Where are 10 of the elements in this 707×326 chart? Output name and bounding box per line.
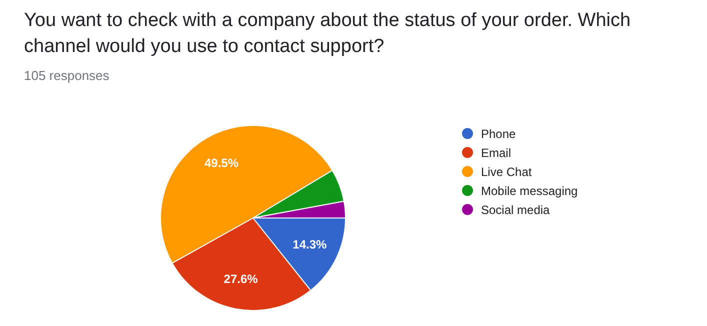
legend-label: Mobile messaging xyxy=(481,184,578,198)
legend-label: Phone xyxy=(481,126,516,140)
legend-label: Live Chat xyxy=(481,164,532,178)
legend-label: Social media xyxy=(481,202,550,216)
data-label: 49.5% xyxy=(204,156,239,170)
data-label: 27.6% xyxy=(224,272,258,286)
chart-subtitle: 105 responses xyxy=(24,68,110,83)
data-label: 14.3% xyxy=(292,238,327,252)
legend-label: Email xyxy=(481,146,512,160)
chart-title: You want to check with a company about the status of your order. Which channel would you use to contact support? xyxy=(24,9,632,59)
